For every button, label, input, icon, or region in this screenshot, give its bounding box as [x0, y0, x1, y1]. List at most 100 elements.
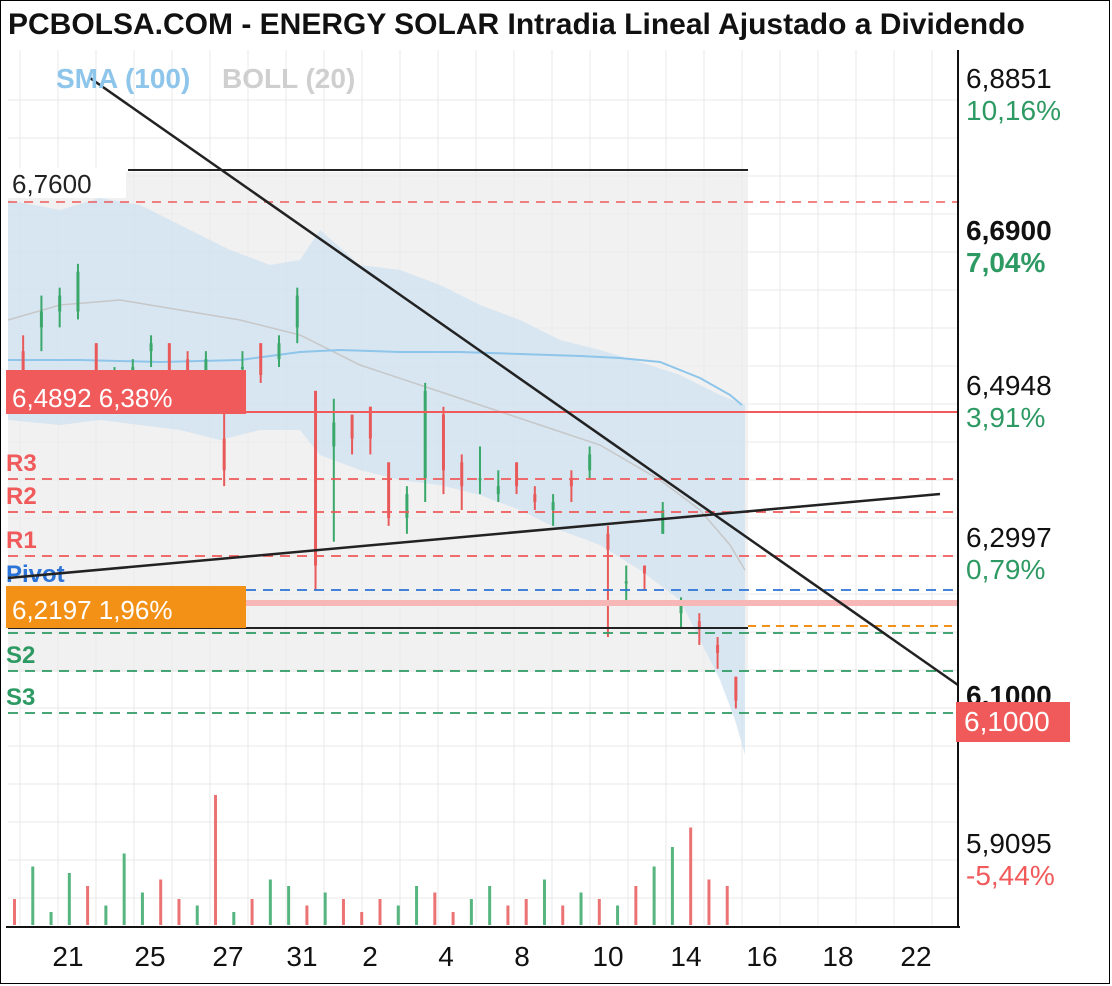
- candle-body: [167, 343, 171, 375]
- volume-bar: [323, 892, 327, 925]
- candle-body: [588, 454, 592, 471]
- volume-bar: [689, 827, 693, 925]
- candle-body: [734, 676, 738, 701]
- candle-body: [240, 367, 244, 370]
- price-label-6-4892-bg: [6, 370, 246, 414]
- candle-body: [697, 621, 701, 630]
- x-tick-label: 4: [438, 941, 454, 972]
- volume-bar: [177, 899, 181, 925]
- y-tick-label: 6,6900: [966, 215, 1052, 246]
- candle-body: [149, 343, 153, 352]
- volume-bar: [707, 879, 711, 925]
- volume-bar: [341, 899, 345, 925]
- candle-body: [642, 565, 646, 574]
- volume-bar: [415, 886, 419, 925]
- candle-body: [569, 478, 573, 487]
- volume-bar: [104, 905, 108, 925]
- volume-bar: [652, 866, 656, 925]
- candle-body: [624, 581, 628, 584]
- pivot-label-r3: R3: [6, 450, 37, 477]
- pivot-label-s2: S2: [6, 642, 35, 669]
- candle-body: [423, 390, 427, 479]
- volume-bar: [140, 892, 144, 925]
- candle-body: [716, 644, 720, 653]
- volume-bar: [195, 905, 199, 925]
- volume-bar: [268, 879, 272, 925]
- volume-bar: [13, 899, 16, 925]
- volume-bar: [725, 886, 729, 925]
- volume-bar: [506, 905, 510, 925]
- chart-title: PCBOLSA.COM - ENERGY SOLAR Intradia Line…: [8, 8, 1025, 41]
- current-price-label: 6,1000: [964, 706, 1050, 737]
- bollinger-middle-line: [7, 299, 746, 571]
- candle-body: [332, 422, 336, 447]
- volume-bar: [488, 886, 492, 925]
- volume-bar: [451, 912, 455, 925]
- candle-body: [21, 351, 25, 375]
- volume-bar: [670, 847, 674, 925]
- candle-body: [39, 311, 43, 328]
- volume-bar: [31, 866, 35, 925]
- pivot-label-r1: R1: [6, 527, 37, 554]
- candle-body: [350, 414, 354, 439]
- candle-body: [551, 502, 555, 510]
- volume-bar: [67, 873, 71, 925]
- candle-body: [441, 414, 445, 471]
- volume-bar: [597, 899, 601, 925]
- candle-body: [94, 343, 98, 375]
- x-tick-label: 8: [514, 941, 530, 972]
- volume-bar: [49, 912, 53, 925]
- volume-bar: [159, 879, 163, 925]
- x-tick-label: 14: [670, 941, 701, 972]
- bollinger-band: [8, 198, 745, 755]
- pivot-label-s3: S3: [6, 684, 35, 711]
- candle-body: [368, 406, 372, 439]
- x-tick-label: 31: [286, 941, 317, 972]
- y-tick-pct: 0,79%: [966, 554, 1045, 585]
- y-tick-pct: 3,91%: [966, 402, 1045, 433]
- max-price-label-bg: [8, 168, 126, 198]
- candle-body: [533, 494, 537, 503]
- max-price-label: 6,7600: [12, 169, 92, 199]
- x-tick-label: 16: [746, 941, 777, 972]
- candle-body: [496, 486, 500, 495]
- x-tick-label: 21: [52, 941, 83, 972]
- pivot-label-r2: R2: [6, 483, 37, 510]
- y-tick-pct: 7,04%: [966, 247, 1045, 278]
- y-tick-pct: 10,16%: [966, 95, 1061, 126]
- volume-bar: [214, 795, 218, 925]
- price-label-6-4892: 6,4892 6,38%: [12, 383, 172, 413]
- volume-bar: [86, 886, 90, 925]
- y-tick-label: 6,8851: [966, 63, 1052, 94]
- y-tick-label: 6,4948: [966, 370, 1052, 401]
- volume-bar: [378, 899, 382, 925]
- volume-bar: [542, 879, 546, 925]
- volume-bar: [579, 892, 583, 925]
- candle-body: [259, 343, 263, 375]
- volume-bar: [616, 905, 620, 925]
- legend-sma-100: SMA (100): [56, 63, 190, 94]
- candle-body: [515, 462, 519, 487]
- volume-bar: [360, 912, 364, 925]
- candle-body: [186, 359, 190, 375]
- y-tick-pct: -5,44%: [966, 860, 1055, 891]
- volume-bar: [524, 899, 528, 925]
- candle-body: [222, 438, 226, 471]
- volume-bar: [232, 912, 236, 925]
- candle-body: [661, 509, 665, 534]
- candle-body: [76, 271, 80, 312]
- candle-body: [460, 462, 464, 487]
- volume-bar: [287, 886, 291, 925]
- candle-body: [405, 494, 409, 518]
- trendline-descending: [89, 76, 959, 687]
- candle-body: [478, 478, 482, 481]
- x-tick-label: 2: [362, 941, 378, 972]
- candle-body: [204, 359, 208, 375]
- y-tick-label: 5,9095: [966, 828, 1052, 859]
- current-price-bg: [956, 702, 1070, 742]
- volume-bar: [305, 905, 309, 925]
- y-tick-label: 6,2997: [966, 522, 1052, 553]
- candle-body: [58, 295, 62, 312]
